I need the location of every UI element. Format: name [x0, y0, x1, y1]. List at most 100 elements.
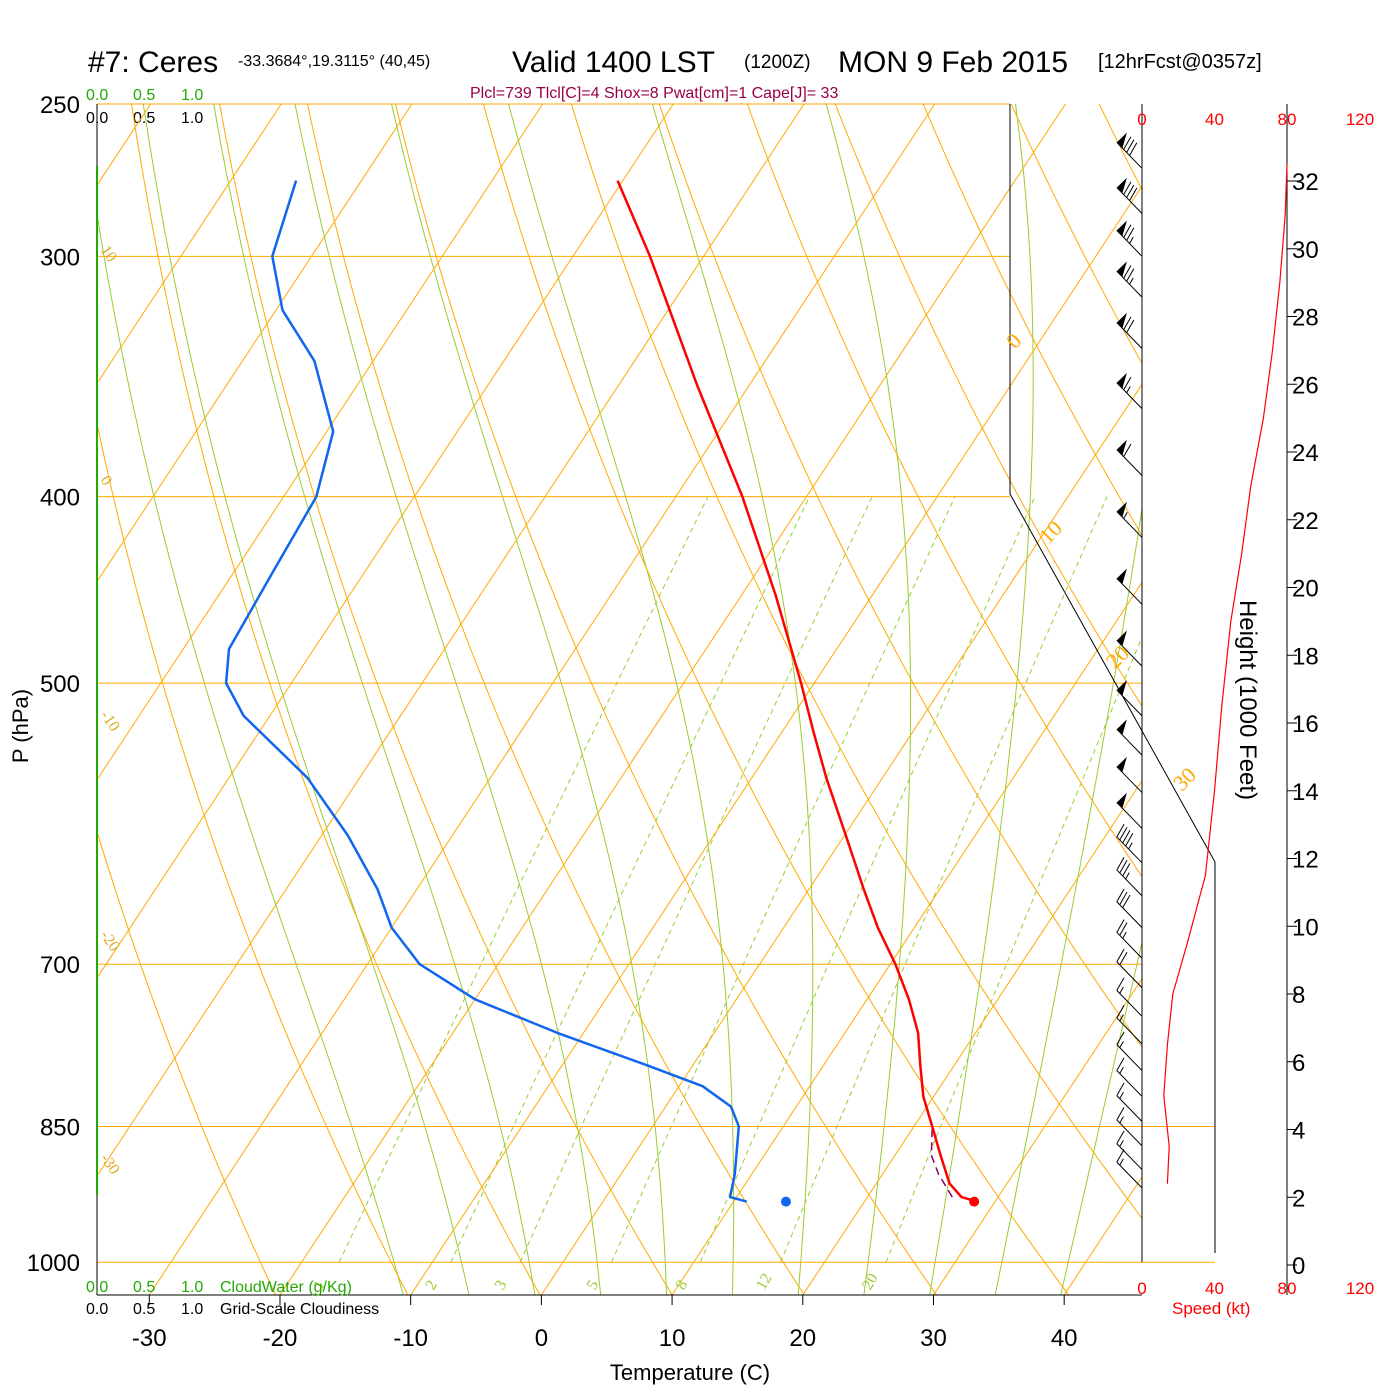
wind-barb-full — [1126, 227, 1135, 241]
moist-adiabat-line — [929, 104, 1034, 1295]
wind-barb-full — [1123, 265, 1132, 279]
wind-barb-staff — [1116, 1070, 1143, 1097]
isotherm-line — [97, 104, 805, 1177]
isotherm-line — [933, 977, 1142, 1295]
cloudiness-tick-0: 0.0 — [86, 1301, 108, 1318]
wind-barb-flag — [1116, 630, 1127, 647]
moist-adiabat-line — [994, 505, 1142, 1295]
wind-barb-staff — [1116, 639, 1143, 667]
dry-adiabat-line — [570, 104, 1142, 1220]
isotherm-line — [1063, 1176, 1142, 1295]
diagnostics-line: Plcl=739 Tlcl[C]=4 Shox=8 Pwat[cm]=1 Cap… — [470, 85, 838, 102]
isotherm-line — [540, 383, 1142, 1295]
wind-barb-staff — [1116, 869, 1143, 897]
dry-adiabats — [97, 104, 1142, 1295]
wind-barb-full — [1116, 888, 1125, 902]
dry-adiabat-line — [746, 104, 1142, 878]
temperature-tick-label: 10 — [659, 1325, 686, 1352]
wind-barb — [1116, 1149, 1143, 1189]
isotherm-line — [410, 185, 1142, 1295]
pressure-tick-label: 400 — [40, 485, 80, 512]
wind-barb-staff — [1116, 322, 1143, 349]
wind-barb-full — [1119, 891, 1128, 905]
wind-barb-full — [1125, 833, 1134, 847]
dry-adiabat-line — [1010, 104, 1142, 365]
moist-adiabat-line — [213, 104, 536, 1295]
isotherm-line — [148, 104, 936, 1295]
wind-barb-half — [1128, 842, 1133, 850]
pressure-tick-label: 700 — [40, 952, 80, 979]
station-title: #7: Ceres — [88, 46, 218, 79]
wind-barb — [1116, 823, 1143, 864]
speed-tick-bottom: 0 — [1137, 1279, 1146, 1298]
dry-adiabat-line — [97, 829, 277, 1295]
height-tick-label: 26 — [1292, 372, 1319, 399]
surface-dewpoint-dot — [780, 1196, 791, 1207]
wind-barb-staff — [1116, 990, 1143, 1017]
height-tick-label: 8 — [1292, 982, 1305, 1009]
moist-adiabat-line — [294, 104, 602, 1295]
mixing-ratio-label: 20 — [859, 1271, 882, 1293]
wind-barb-full — [1126, 319, 1135, 333]
wind-barb-staff — [1116, 382, 1143, 410]
station-coords: -33.3684°,19.3115° (40,45) — [238, 53, 430, 70]
wind-barb-flag — [1116, 372, 1127, 389]
height-tick-label: 10 — [1292, 914, 1319, 941]
moist-adiabat-line — [508, 104, 735, 1295]
dry-adiabat-label: 0 — [97, 473, 116, 489]
dry-adiabat-label: -10 — [97, 708, 123, 735]
wind-barb — [1116, 977, 1143, 1017]
moist-adiabat-line — [97, 210, 404, 1295]
dry-adiabat-line — [922, 104, 1142, 537]
isotherm-line — [279, 104, 1066, 1295]
wind-barb — [1116, 261, 1143, 298]
mixing-ratio-line — [780, 496, 1108, 1263]
wind-barb-flag — [1116, 220, 1127, 237]
cloudiness-label: Grid-Scale Cloudiness — [220, 1301, 379, 1318]
cloudiness-tick-2: 1.0 — [181, 1301, 203, 1318]
wind-barb-full — [1129, 187, 1138, 201]
temperature-tick-label: 30 — [920, 1325, 947, 1352]
wind-barb-full — [1116, 1005, 1125, 1019]
pressure-tick-label: 500 — [40, 671, 80, 698]
speed-tick-top: 120 — [1346, 110, 1374, 129]
wind-barb-staff — [1116, 1017, 1143, 1045]
wind-barb-staff — [1116, 1119, 1143, 1147]
mixing-ratio-line — [338, 496, 709, 1263]
wind-barb-full — [1116, 1107, 1125, 1121]
wind-barb-half — [1126, 386, 1131, 394]
dry-adiabat-label: -20 — [97, 928, 123, 955]
mixing-ratio-line — [519, 496, 873, 1263]
wind-barb-full — [1123, 181, 1132, 195]
wind-barb-staff — [1116, 1095, 1143, 1122]
pressure-tick-label: 850 — [40, 1114, 80, 1141]
wind-barb-staff — [1116, 766, 1143, 793]
wind-barb-flag — [1116, 719, 1127, 735]
speed-tick-bottom: 40 — [1205, 1279, 1224, 1298]
height-tick-label: 24 — [1292, 440, 1319, 467]
height-tick-label: 16 — [1292, 711, 1319, 738]
wind-barb-flag — [1116, 312, 1127, 329]
temperature-tick-label: 0 — [535, 1325, 548, 1352]
temperature-tick-label: -10 — [393, 1325, 428, 1352]
wind-barb-staff — [1116, 802, 1143, 829]
wind-barb-staff — [1116, 901, 1143, 928]
wind-barb-full — [1116, 1057, 1125, 1071]
wind-barb-full — [1129, 142, 1138, 156]
wind-barb-flag — [1116, 756, 1127, 773]
height-tick-label: 12 — [1292, 847, 1319, 874]
isotherm-line — [97, 104, 674, 979]
wind-barb — [1116, 680, 1143, 717]
wind-barb-full — [1126, 268, 1135, 282]
wind-barb — [1116, 312, 1143, 349]
wind-barb-full — [1123, 224, 1132, 238]
wind-barb-half — [1125, 872, 1130, 880]
wind-barb — [1116, 857, 1143, 897]
wind-barb-staff — [1116, 511, 1143, 538]
wind-barb-half — [1123, 511, 1128, 519]
surface-temperature-dot — [969, 1196, 980, 1207]
wind-barb-full — [1122, 894, 1131, 909]
isotherm-line — [802, 779, 1142, 1295]
mixing-ratio-line — [611, 496, 956, 1263]
